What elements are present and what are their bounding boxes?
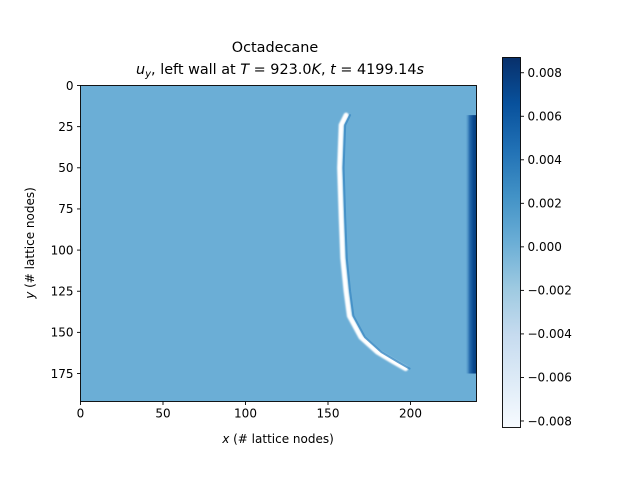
colorbar-tick-label: 0.004 (528, 153, 562, 167)
y-tick-label: 125 (51, 285, 74, 299)
x-axis-label: x (# lattice nodes) (221, 432, 334, 446)
chart-subtitle: uy, left wall at T = 923.0K, t = 4199.14… (136, 62, 424, 80)
colorbar-tick-label: 0.006 (528, 110, 562, 124)
x-tick-label: 0 (77, 407, 85, 421)
heatmap-background (80, 85, 477, 402)
y-tick-label: 175 (51, 367, 74, 381)
hot-wall-feature (465, 115, 477, 374)
colorbar-tick-label: −0.006 (528, 371, 572, 385)
colorbar-tick-label: −0.008 (528, 414, 572, 428)
y-axis-label: y (# lattice nodes) (23, 187, 37, 300)
colorbar (502, 57, 521, 428)
y-tick-label: 150 (51, 326, 74, 340)
y-axis-ticks: 0 25 50 75 100 125 150 175 (51, 79, 81, 381)
colorbar-tick-label: −0.004 (528, 327, 572, 341)
colorbar-tick-label: 0.008 (528, 66, 562, 80)
y-tick-label: 50 (58, 161, 73, 175)
x-tick-label: 150 (317, 407, 340, 421)
chart-title: Octadecane (232, 40, 319, 56)
y-tick-label: 75 (58, 202, 73, 216)
melt-front-feature (337, 112, 409, 372)
heatmap-field (80, 85, 477, 402)
y-tick-label: 25 (58, 120, 73, 134)
colorbar-tick-label: −0.002 (528, 284, 572, 298)
x-tick-label: 50 (155, 407, 170, 421)
x-tick-label: 100 (234, 407, 257, 421)
x-tick-label: 200 (399, 407, 422, 421)
x-axis-ticks: 0 50 100 150 200 (77, 401, 422, 421)
colorbar-tick-label: 0.002 (528, 197, 562, 211)
colorbar-tick-label: 0.000 (528, 240, 562, 254)
melt-front-edge (342, 114, 411, 370)
plot-frame (80, 85, 477, 402)
y-tick-label: 0 (66, 79, 74, 93)
y-tick-label: 100 (51, 243, 74, 257)
colorbar-ticks: −0.008 −0.006 −0.004 −0.002 0.000 0.002 0.004 0… (520, 66, 572, 428)
